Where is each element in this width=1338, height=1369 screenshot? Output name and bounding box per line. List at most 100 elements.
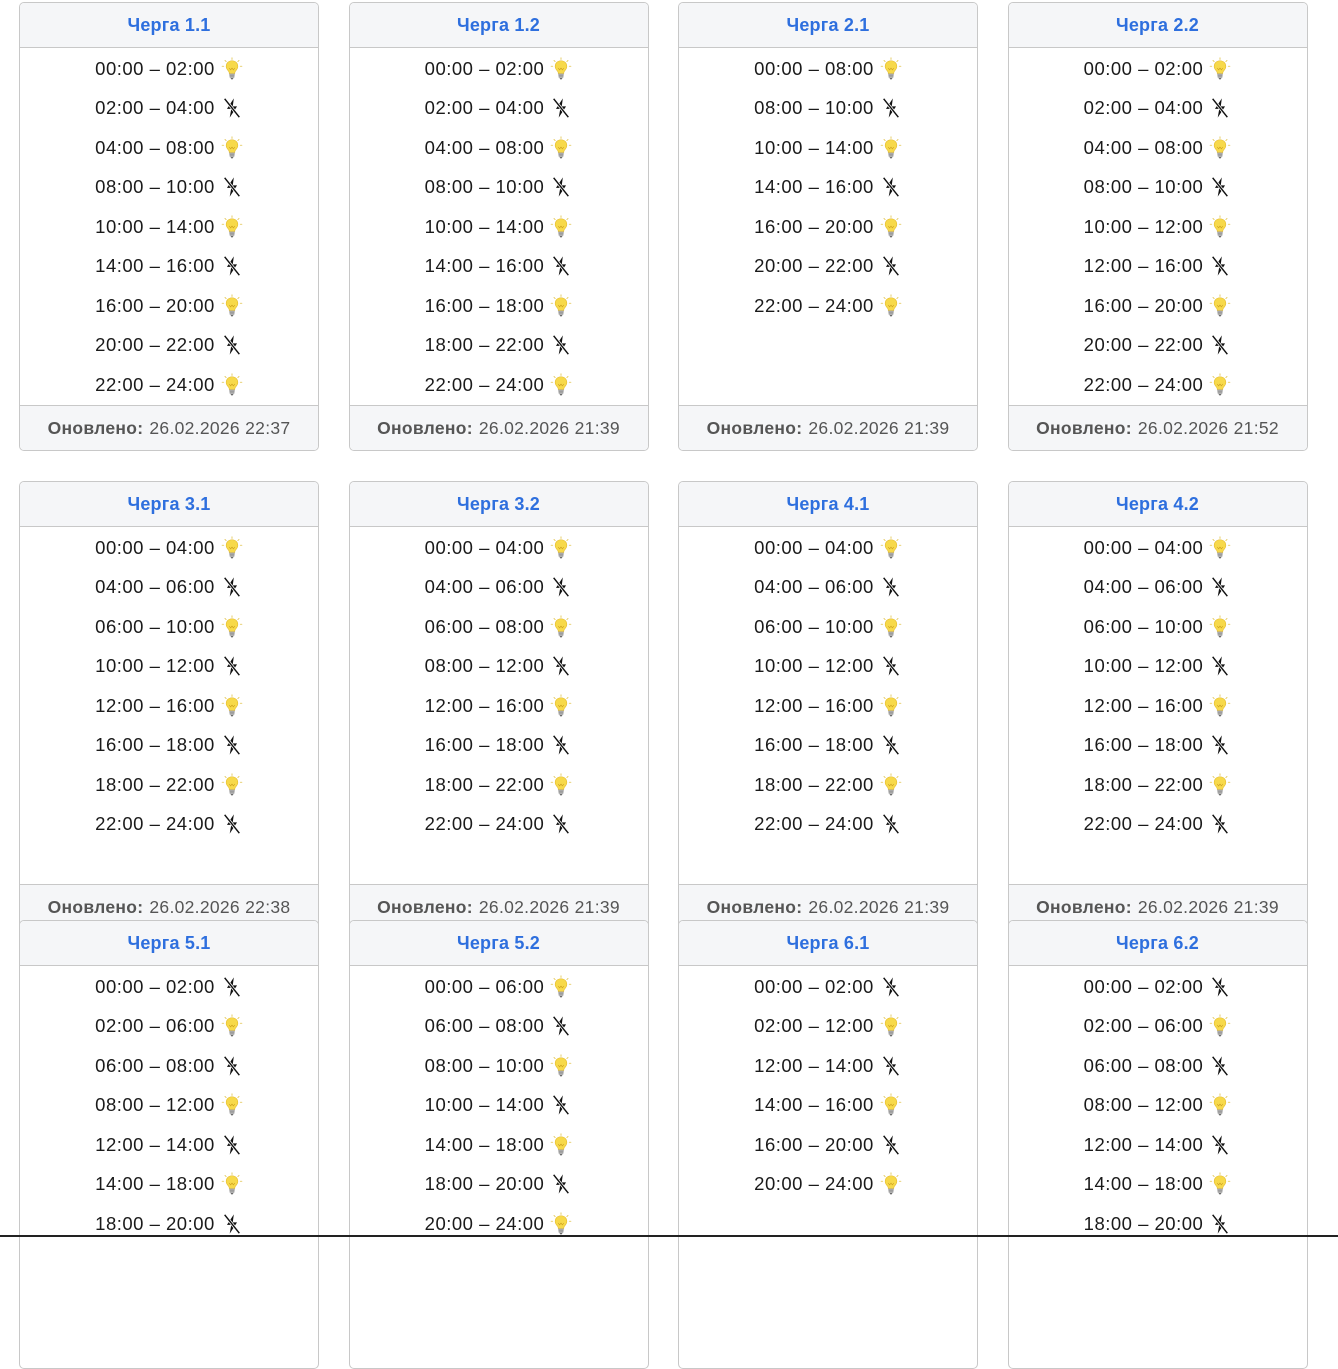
schedule-slot: 14:00 – 16:00 — [679, 1086, 977, 1126]
schedule-slot: 00:00 – 04:00 — [350, 528, 648, 568]
schedule-slot: 16:00 – 18:00 — [1009, 726, 1307, 766]
schedule-slot: 06:00 – 10:00 — [679, 607, 977, 647]
light-bulb-icon — [221, 373, 243, 397]
schedule-slot: 00:00 – 08:00 — [679, 49, 977, 89]
schedule-slot: 10:00 – 12:00 — [20, 647, 318, 687]
light-bulb-icon — [1209, 773, 1231, 797]
slot-time: 00:00 – 08:00 — [754, 57, 874, 79]
slot-time: 00:00 – 02:00 — [424, 57, 545, 79]
updated-label: Оновлено: — [47, 417, 144, 438]
slot-time: 22:00 – 24:00 — [95, 373, 215, 395]
schedule-slot: 12:00 – 16:00 — [1009, 247, 1307, 287]
slot-time: 00:00 – 06:00 — [424, 975, 545, 997]
slot-time: 18:00 – 20:00 — [95, 1212, 215, 1234]
schedule-slot: 14:00 – 16:00 — [679, 168, 977, 208]
schedule-slot: 16:00 – 18:00 — [20, 726, 318, 766]
slot-time: 16:00 – 20:00 — [754, 1133, 874, 1155]
schedule-list: 00:00 – 02:00 02:00 – 04:00 04:00 – 08:0… — [20, 48, 318, 405]
no-power-icon — [1209, 254, 1231, 278]
queue-card: Черга 6.2 00:00 – 02:00 02:00 – 06:00 06:… — [1007, 920, 1308, 1369]
light-bulb-icon — [550, 373, 572, 397]
schedule-slot: 04:00 – 08:00 — [1009, 128, 1307, 168]
schedule-slot: 06:00 – 10:00 — [20, 607, 318, 647]
queue-card: Черга 4.1 00:00 – 04:00 04:00 – 06:00 06:… — [678, 481, 978, 930]
updated-timestamp: 26.02.2026 21:39 — [808, 417, 950, 438]
schedule-slot: 00:00 – 02:00 — [679, 967, 977, 1007]
light-bulb-icon — [221, 294, 243, 318]
slot-time: 00:00 – 02:00 — [754, 975, 874, 997]
slot-time: 18:00 – 22:00 — [424, 773, 545, 795]
slot-time: 12:00 – 14:00 — [1083, 1133, 1204, 1155]
queue-card: Черга 5.1 00:00 – 02:00 02:00 – 06:00 06:… — [19, 920, 319, 1369]
schedule-list: 00:00 – 02:00 02:00 – 04:00 04:00 – 08:0… — [1009, 48, 1307, 405]
slot-time: 14:00 – 18:00 — [95, 1173, 215, 1195]
schedule-slot: 02:00 – 04:00 — [20, 89, 318, 129]
no-power-icon — [550, 575, 572, 599]
slot-time: 08:00 – 12:00 — [95, 1094, 215, 1116]
light-bulb-icon — [221, 215, 243, 239]
queue-card: Черга 2.1 00:00 – 08:00 08:00 – 10:00 10:… — [678, 2, 978, 451]
no-power-icon — [550, 96, 572, 120]
schedule-slot: 12:00 – 16:00 — [20, 686, 318, 726]
schedule-slot: 00:00 – 02:00 — [1009, 967, 1307, 1007]
slot-time: 04:00 – 06:00 — [95, 576, 215, 598]
no-power-icon — [221, 575, 243, 599]
light-bulb-icon — [221, 536, 243, 560]
schedule-slot: 16:00 – 18:00 — [679, 726, 977, 766]
light-bulb-icon — [1209, 1172, 1231, 1196]
schedule-slot: 08:00 – 10:00 — [20, 168, 318, 208]
schedule-slot: 08:00 – 10:00 — [350, 168, 648, 208]
slot-time: 22:00 – 24:00 — [1083, 813, 1204, 835]
queue-title: Черга 1.2 — [349, 3, 648, 48]
light-bulb-icon — [550, 136, 572, 160]
slot-time: 12:00 – 16:00 — [1083, 255, 1204, 277]
queue-title: Черга 3.2 — [349, 482, 648, 527]
schedule-slot: 06:00 – 08:00 — [350, 1007, 648, 1047]
light-bulb-icon — [1209, 215, 1231, 239]
queue-card: Черга 3.1 00:00 – 04:00 04:00 – 06:00 06:… — [19, 481, 319, 930]
slot-time: 04:00 – 08:00 — [95, 136, 215, 158]
no-power-icon — [550, 1014, 572, 1038]
schedule-slot: 10:00 – 12:00 — [1009, 647, 1307, 687]
schedule-slot: 02:00 – 06:00 — [20, 1007, 318, 1047]
slot-time: 22:00 – 24:00 — [754, 813, 874, 835]
schedule-list: 00:00 – 04:00 04:00 – 06:00 06:00 – 08:0… — [350, 527, 648, 844]
slot-time: 18:00 – 22:00 — [1083, 773, 1204, 795]
queue-title: Черга 2.2 — [1008, 3, 1307, 48]
schedule-slot: 02:00 – 04:00 — [1009, 89, 1307, 129]
light-bulb-icon — [880, 615, 902, 639]
schedule-slot: 12:00 – 16:00 — [1009, 686, 1307, 726]
slot-time: 22:00 – 24:00 — [1083, 373, 1204, 395]
updated-label: Оновлено: — [706, 896, 803, 917]
no-power-icon — [1209, 1212, 1231, 1236]
slot-time: 06:00 – 08:00 — [1083, 1054, 1204, 1076]
slot-time: 10:00 – 14:00 — [754, 136, 874, 158]
no-power-icon — [880, 96, 902, 120]
updated-label: Оновлено: — [377, 896, 473, 917]
no-power-icon — [1209, 975, 1231, 999]
schedule-slot: 18:00 – 22:00 — [679, 765, 977, 805]
updated-footer: Оновлено: 26.02.2026 21:39 — [679, 405, 977, 450]
slot-time: 18:00 – 20:00 — [424, 1173, 545, 1195]
no-power-icon — [550, 333, 572, 357]
queue-title: Черга 4.2 — [1008, 482, 1307, 527]
schedule-slot: 22:00 – 24:00 — [20, 805, 318, 845]
no-power-icon — [550, 254, 572, 278]
schedule-slot: 04:00 – 06:00 — [20, 568, 318, 608]
queue-title: Черга 5.1 — [20, 921, 318, 966]
slot-time: 04:00 – 08:00 — [1083, 136, 1204, 158]
slot-time: 00:00 – 02:00 — [95, 975, 215, 997]
slot-time: 12:00 – 16:00 — [754, 694, 874, 716]
slot-time: 06:00 – 10:00 — [754, 615, 874, 637]
no-power-icon — [221, 654, 243, 678]
no-power-icon — [880, 254, 902, 278]
schedule-slot: 12:00 – 16:00 — [350, 686, 648, 726]
no-power-icon — [1209, 733, 1231, 757]
schedule-slot: 06:00 – 10:00 — [1009, 607, 1307, 647]
schedule-slot: 22:00 – 24:00 — [350, 805, 648, 845]
schedule-slot: 04:00 – 06:00 — [350, 568, 648, 608]
slot-time: 10:00 – 12:00 — [754, 655, 874, 677]
updated-label: Оновлено: — [47, 896, 144, 917]
no-power-icon — [1209, 1054, 1231, 1078]
slot-time: 10:00 – 12:00 — [1083, 215, 1204, 237]
